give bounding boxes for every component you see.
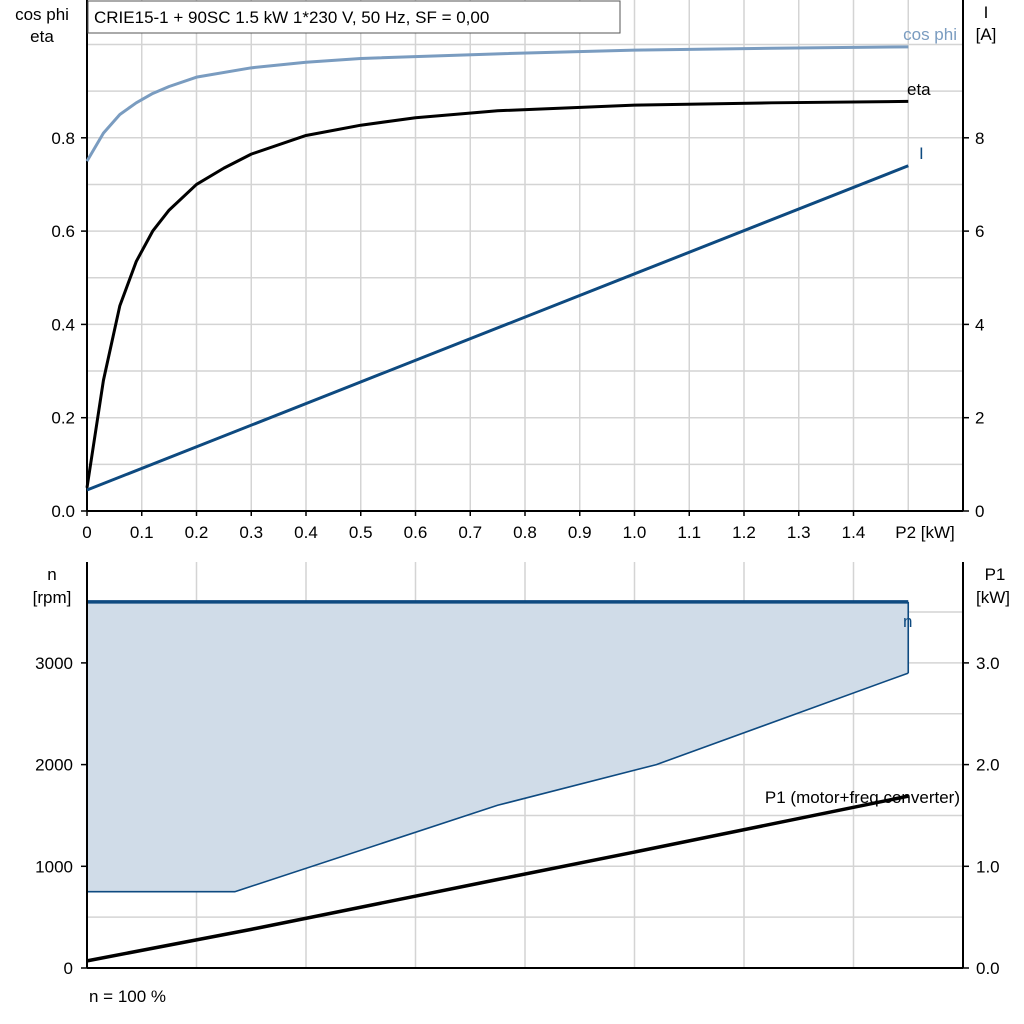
y2-tick-label: 0 [975,502,984,521]
x-tick-label: 0.7 [458,523,482,542]
x-axis-label: P2 [kW] [895,523,955,542]
x-tick-label: 0.9 [568,523,592,542]
top-chart: 0 0.1 0.2 0.3 0.4 0.5 0.6 0.7 0.8 0.9 1.0 1.1 1.2 1.3… [15,0,996,542]
title-box [87,0,621,34]
y2-tick-label: 2 [975,409,984,428]
series-label-n: n [903,612,912,631]
y-tick-label: 0.0 [51,502,75,521]
chart-title: CRIE15-1 + 90SC 1.5 kW 1*230 V, 50 Hz, S… [94,8,489,27]
y2-axis-label: [kW] [976,588,1010,607]
y2-tick-label: 4 [975,315,984,334]
y-tick-label: 0.8 [51,129,75,148]
y2-tick-label: 2.0 [976,756,1000,775]
x-tick-label: 0.4 [294,523,318,542]
y-axis-label: cos phi [15,5,69,24]
y-tick-label: 2000 [35,756,73,775]
bottom-chart: n P1 (motor+freq.converter) 0 1000 2000 3000 0… [33,562,1010,1006]
y-axis-label: n [47,565,56,584]
y2-tick-label: 3.0 [976,654,1000,673]
y-tick-label: 1000 [35,857,73,876]
series-line-lower-limit [87,672,909,893]
operating-range-area [87,601,909,892]
y2-tick-label: 0.0 [976,959,1000,978]
series-label-cos-phi: cos phi [903,25,957,44]
y2-axis-label: I [984,3,989,22]
x-tick-label: 1.0 [623,523,647,542]
x-tick-label: 1.2 [732,523,756,542]
x-tick-label: 0.3 [239,523,263,542]
x-tick-label: 1.1 [677,523,701,542]
y2-tick-label: 8 [975,129,984,148]
x-tick-label: 1.3 [787,523,811,542]
y2-axis-label: P1 [985,565,1006,584]
y-axis-label: [rpm] [33,588,72,607]
y-tick-label: 0.4 [51,315,75,334]
x-tick-label: 0.6 [404,523,428,542]
footnote: n = 100 % [89,987,166,1006]
series-label-P1: P1 (motor+freq.converter) [765,788,960,807]
x-tick-label: 0.8 [513,523,537,542]
series-label-I: I [919,144,924,163]
series-line-eta [85,99,909,488]
y-tick-label: 0.2 [51,409,75,428]
y2-tick-label: 1.0 [976,857,1000,876]
y2-axis-label: [A] [976,25,997,44]
x-tick-label: 0.2 [185,523,209,542]
y2-tick-label: 6 [975,222,984,241]
x-tick-label: 0.1 [130,523,154,542]
x-tick-label: 0 [82,523,91,542]
series-label-eta: eta [907,80,931,99]
y-tick-label: 0 [64,959,73,978]
series-line-cos-phi [85,45,909,162]
x-tick-label: 0.5 [349,523,373,542]
y-axis-label: eta [30,27,54,46]
y-tick-label: 0.6 [51,222,75,241]
series-line-P1 [86,794,909,963]
series-line-I [86,164,909,492]
x-tick-label: 1.4 [842,523,866,542]
y-tick-label: 3000 [35,654,73,673]
